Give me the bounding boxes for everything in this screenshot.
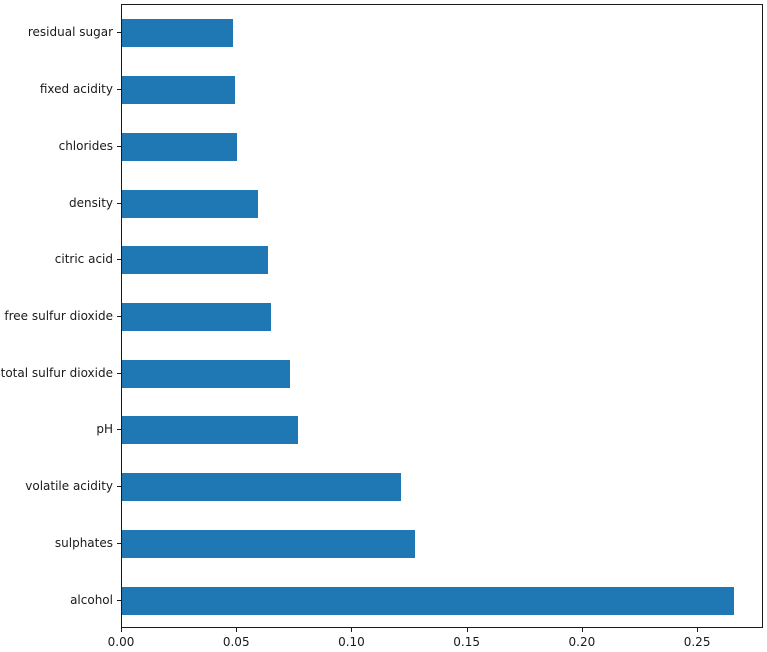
y-tick-mark <box>117 32 121 33</box>
y-tick-mark <box>117 373 121 374</box>
y-tick-mark <box>117 259 121 260</box>
x-tick-mark <box>582 628 583 632</box>
bar-residual-sugar <box>122 19 233 48</box>
y-tick-label-citric-acid: citric acid <box>54 252 113 266</box>
bar-chlorides <box>122 132 238 161</box>
y-tick-mark <box>117 203 121 204</box>
y-tick-mark <box>117 543 121 544</box>
y-tick-label-residual-sugar: residual sugar <box>27 25 113 39</box>
y-tick-label-chlorides: chlorides <box>58 139 113 153</box>
x-tick-label-0.20: 0.20 <box>568 635 596 649</box>
bar-ph <box>122 416 299 445</box>
y-tick-label-volatile-acidity: volatile acidity <box>25 479 113 493</box>
x-tick-mark <box>121 628 122 632</box>
y-tick-label-density: density <box>69 196 113 210</box>
y-tick-label-sulphates: sulphates <box>54 536 113 550</box>
plot-area <box>121 4 763 628</box>
y-tick-label-alcohol: alcohol <box>70 593 113 607</box>
x-tick-mark <box>351 628 352 632</box>
y-tick-label-free-sulfur-dioxide: free sulfur dioxide <box>4 309 113 323</box>
x-tick-label-0.10: 0.10 <box>338 635 365 649</box>
y-tick-label-fixed-acidity: fixed acidity <box>39 82 113 96</box>
bar-free-sulfur-dioxide <box>122 303 271 331</box>
y-tick-mark <box>117 146 121 147</box>
x-tick-label-0.05: 0.05 <box>222 635 250 649</box>
y-tick-mark <box>117 486 121 487</box>
bar-total-sulfur-dioxide <box>122 359 291 388</box>
x-tick-label-0.00: 0.00 <box>107 635 135 649</box>
bar-sulphates <box>122 529 415 558</box>
bar-volatile-acidity <box>122 473 401 502</box>
y-tick-label-total-sulfur-dioxide: total sulfur dioxide <box>0 366 113 380</box>
bar-alcohol <box>122 586 734 615</box>
y-tick-label-ph: pH <box>96 422 113 436</box>
x-tick-label-0.15: 0.15 <box>453 635 481 649</box>
y-tick-mark <box>117 89 121 90</box>
bar-fixed-acidity <box>122 76 235 105</box>
x-tick-mark <box>467 628 468 632</box>
y-tick-mark <box>117 600 121 601</box>
y-tick-mark <box>117 429 121 430</box>
y-tick-mark <box>117 316 121 317</box>
x-tick-label-0.25: 0.25 <box>683 635 711 649</box>
bar-citric-acid <box>122 246 269 275</box>
bar-density <box>122 189 258 218</box>
x-tick-mark <box>697 628 698 632</box>
x-tick-mark <box>236 628 237 632</box>
